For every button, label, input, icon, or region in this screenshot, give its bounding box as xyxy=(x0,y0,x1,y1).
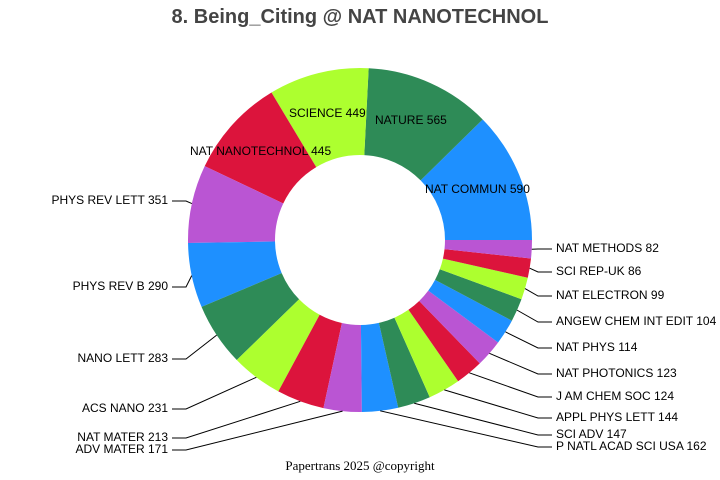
slice-nat-photonics xyxy=(419,290,499,364)
slice-label: NAT MATER 213 xyxy=(77,430,168,444)
slice-label: NAT NANOTECHNOL 445 xyxy=(190,144,331,158)
leader-line xyxy=(469,372,552,398)
slice-phys-rev-lett xyxy=(188,166,284,244)
footer-copyright: Papertrans 2025 @copyright xyxy=(285,458,435,473)
slice-label: NANO LETT 283 xyxy=(78,351,169,365)
slice-label: PHYS REV LETT 351 xyxy=(52,193,169,207)
leader-line xyxy=(414,402,552,436)
slice-label: ADV MATER 171 xyxy=(76,442,169,456)
slice-label: NATURE 565 xyxy=(375,113,447,127)
slice-nat-methods xyxy=(444,240,532,259)
slice-label: P NATL ACAD SCI USA 162 xyxy=(556,439,707,453)
leader-line xyxy=(489,352,552,375)
slice-nat-electron xyxy=(439,258,528,300)
slice-nat-nanotechnol xyxy=(204,92,317,204)
slice-label: SCI ADV 147 xyxy=(556,427,627,441)
slice-acs-nano xyxy=(236,299,320,392)
slice-label: APPL PHYS LETT 144 xyxy=(556,410,678,424)
slice-label: NAT METHODS 82 xyxy=(556,241,659,255)
leader-line xyxy=(524,288,552,297)
slice-nature xyxy=(364,68,483,181)
slice-sci-adv xyxy=(378,317,430,408)
slice-label: NAT PHOTONICS 123 xyxy=(556,366,677,380)
chart-title: 8. Being_Citing @ NAT NANOTECHNOL xyxy=(171,6,549,28)
slice-nat-commun xyxy=(420,119,532,240)
leader-line xyxy=(172,334,217,360)
leader-line xyxy=(172,400,301,439)
leader-line xyxy=(505,331,552,349)
slice-p-natl-acad-sci-usa xyxy=(360,322,399,412)
leader-line xyxy=(172,376,257,410)
leader-line xyxy=(516,309,552,323)
slice-label: NAT PHYS 114 xyxy=(556,340,638,354)
slice-appl-phys-lett xyxy=(394,309,459,398)
leader-line xyxy=(529,267,552,273)
slice-nat-phys xyxy=(428,279,512,343)
slice-science xyxy=(271,68,369,168)
slice-adv-mater xyxy=(323,323,362,413)
slice-label: SCIENCE 449 xyxy=(289,106,366,120)
slice-label: SCI REP-UK 86 xyxy=(556,264,642,278)
leader-line xyxy=(380,410,552,448)
slice-nat-mater xyxy=(278,314,342,409)
slice-j-am-chem-soc xyxy=(408,300,480,382)
slice-label: NAT COMMUN 590 xyxy=(425,182,530,196)
slice-label: ANGEW CHEM INT EDIT 104 xyxy=(556,314,717,328)
slice-angew-chem-int-edit xyxy=(435,269,522,321)
slice-sci-rep-uk xyxy=(442,249,531,278)
slice-phys-rev-b xyxy=(188,241,282,307)
slice-label: ACS NANO 231 xyxy=(82,401,168,415)
leader-line xyxy=(172,275,193,288)
leader-line xyxy=(444,389,552,419)
slice-label: PHYS REV B 290 xyxy=(73,279,169,293)
slice-nano-lett xyxy=(201,273,300,360)
slice-label: NAT ELECTRON 99 xyxy=(556,288,665,302)
leader-line xyxy=(172,200,193,205)
leader-line xyxy=(172,410,343,451)
slice-label: J AM CHEM SOC 124 xyxy=(556,389,674,403)
